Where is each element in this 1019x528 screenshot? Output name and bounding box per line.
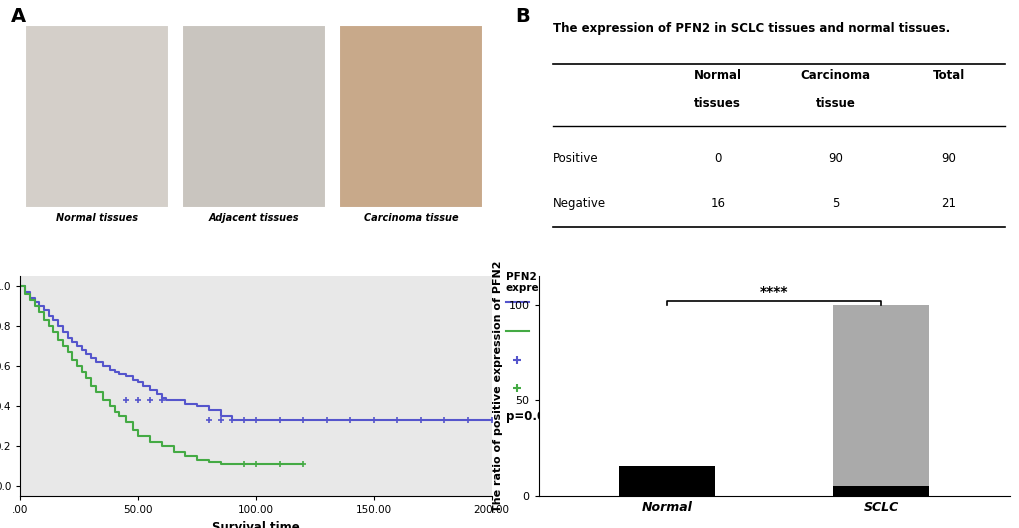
Bar xyxy=(339,25,482,208)
Text: PFN2 low: PFN2 low xyxy=(538,355,586,365)
Point xyxy=(16,307,29,313)
Text: ****: **** xyxy=(759,285,788,299)
Text: PFN2 low: PFN2 low xyxy=(538,297,586,307)
Text: 16: 16 xyxy=(709,196,725,210)
Text: Carcinoma tissue: Carcinoma tissue xyxy=(364,213,459,223)
Text: Total: Total xyxy=(931,69,964,82)
X-axis label: Survival time: Survival time xyxy=(212,521,300,528)
Text: 90: 90 xyxy=(827,153,842,165)
Bar xyxy=(25,25,169,208)
Text: 21: 21 xyxy=(941,196,955,210)
Text: Carcinoma: Carcinoma xyxy=(800,69,869,82)
Bar xyxy=(833,486,928,496)
Text: Normal tissues: Normal tissues xyxy=(56,213,138,223)
Bar xyxy=(182,25,325,208)
Text: Normal: Normal xyxy=(693,69,741,82)
Text: The expression of PFN2 in SCLC tissues and normal tissues.: The expression of PFN2 in SCLC tissues a… xyxy=(552,23,949,35)
Text: tissue: tissue xyxy=(815,97,855,110)
Text: Adjacent tissues: Adjacent tissues xyxy=(209,213,300,223)
Text: A: A xyxy=(11,7,26,26)
Text: PFN2 high: PFN2 high xyxy=(538,383,591,393)
Text: 5: 5 xyxy=(830,196,839,210)
Point xyxy=(16,307,29,313)
Text: PFN2 high: PFN2 high xyxy=(538,326,591,336)
Text: 0: 0 xyxy=(713,153,720,165)
Text: p=0.008: p=0.008 xyxy=(505,410,560,423)
Text: Positive: Positive xyxy=(552,153,598,165)
Text: tissues: tissues xyxy=(694,97,741,110)
Text: PFN2
expression: PFN2 expression xyxy=(505,271,570,293)
Bar xyxy=(833,305,928,486)
Bar xyxy=(619,466,714,496)
Y-axis label: The ratio of positive expression of PFN2: The ratio of positive expression of PFN2 xyxy=(492,260,502,512)
Text: Negative: Negative xyxy=(552,196,605,210)
Text: 90: 90 xyxy=(941,153,955,165)
Text: B: B xyxy=(515,7,529,26)
Point xyxy=(16,333,29,339)
Point xyxy=(16,333,29,339)
